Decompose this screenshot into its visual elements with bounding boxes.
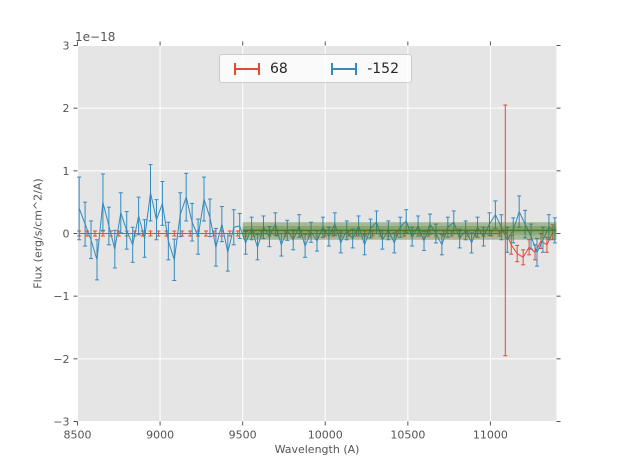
y-tick-label: −1: [53, 290, 69, 303]
x-tick-label: 9500: [229, 429, 257, 442]
x-tick-label: 9000: [146, 429, 174, 442]
y-tick-label: 0: [63, 228, 70, 241]
y-tick-label: 2: [63, 102, 70, 115]
y-tick-label: 1: [63, 165, 70, 178]
legend-item-blue: -152: [329, 61, 399, 77]
legend-label-blue: -152: [367, 60, 399, 77]
x-axis-label: Wavelength (A): [274, 443, 360, 456]
y-tick-label: −3: [53, 416, 69, 429]
y-tick-label: 3: [63, 40, 70, 53]
legend-item-red: 68: [232, 61, 288, 77]
x-tick-label: 10000: [308, 429, 343, 442]
x-tick-label: 8500: [64, 429, 92, 442]
x-tick-label: 10500: [390, 429, 425, 442]
errorbar-glyph-blue-icon: [331, 62, 358, 75]
legend: 68 -152: [219, 54, 412, 83]
y-axis-offset-text: 1e−18: [75, 30, 116, 44]
x-tick-label: 11000: [473, 429, 508, 442]
y-axis-label: Flux (erg/s/cm^2/A): [31, 178, 45, 289]
errorbar-glyph-red-icon: [234, 62, 260, 75]
y-tick-label: −2: [53, 353, 69, 366]
legend-label-red: 68: [270, 60, 288, 77]
